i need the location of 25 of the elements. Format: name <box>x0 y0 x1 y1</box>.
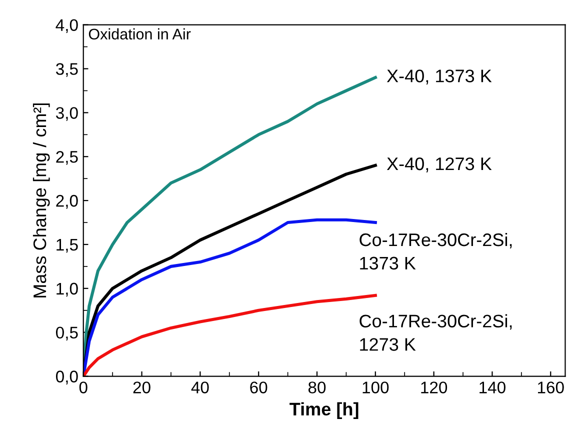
annotation: Oxidation in Air <box>88 28 191 40</box>
y-tick-label: 0,0 <box>56 370 78 384</box>
y-axis-title: Mass Change [mg / cm²] <box>32 103 50 298</box>
y-tick-label: 1,0 <box>56 282 78 297</box>
y-tick-label: 4,0 <box>56 19 78 33</box>
x-tick-label: 140 <box>480 382 506 394</box>
x-tick-label: 100 <box>362 382 389 394</box>
x-tick-label: 80 <box>308 382 326 394</box>
x-tick-label: 20 <box>133 382 150 394</box>
y-tick-label: 2,0 <box>56 194 78 209</box>
y-tick-label: 1,5 <box>56 239 78 253</box>
x-tick-label: 40 <box>191 382 209 394</box>
x-tick-label: 0 <box>79 382 88 394</box>
y-tick-label: 0,5 <box>56 326 78 341</box>
series-label: Co-17Re-30Cr-2Si, 1273 K <box>360 314 512 351</box>
series-label: X-40, 1373 K <box>386 70 492 84</box>
y-tick-label: 2,5 <box>56 151 78 165</box>
x-tick-label: 120 <box>421 382 448 394</box>
x-axis-title: Time [h] <box>290 402 358 420</box>
y-tick-label: 3,5 <box>56 63 78 77</box>
series-label: X-40, 1273 K <box>386 157 492 172</box>
series-label: Co-17Re-30Cr-2Si, 1373 K <box>360 232 512 270</box>
x-tick-label: 160 <box>538 382 564 394</box>
x-tick-label: 60 <box>250 382 268 394</box>
y-tick-label: 3,0 <box>56 107 78 121</box>
